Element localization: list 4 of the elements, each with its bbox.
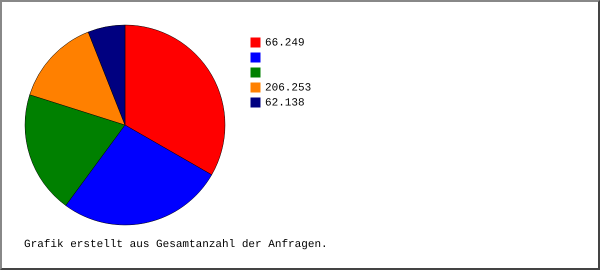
legend-label: 66.249 — [265, 38, 305, 50]
legend-label: 206.253 — [265, 82, 312, 94]
legend-label: 62.138 — [265, 98, 305, 110]
text: Grafik erstellt aus Gesamtanzahl der Anfragen. — [24, 239, 328, 251]
